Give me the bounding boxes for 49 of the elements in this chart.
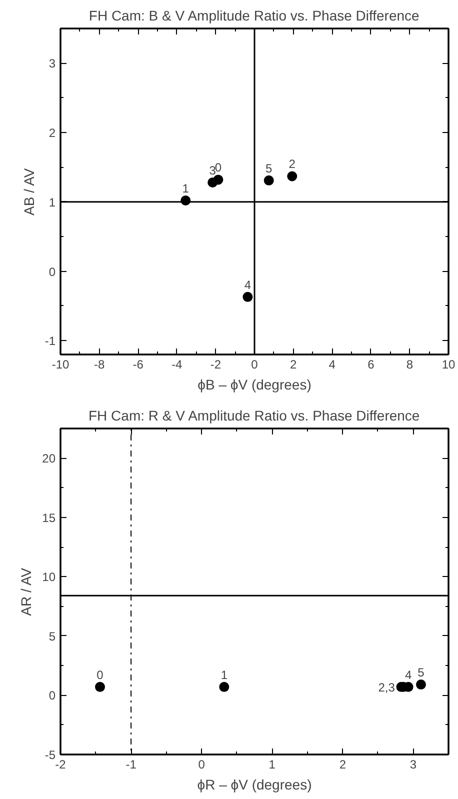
point	[242, 292, 253, 302]
y-tick-label: 3	[48, 56, 56, 71]
annotation: 1	[182, 182, 190, 196]
x-tick-label: -10	[52, 358, 70, 372]
annotation: 5	[266, 161, 273, 176]
x-tick-label: 6	[368, 358, 375, 372]
x-tick-label: -1	[126, 758, 137, 772]
point	[264, 175, 274, 186]
x-axis-title: ϕR – ϕV (degrees)	[197, 776, 312, 792]
annotation: 5	[418, 666, 425, 680]
annotation: 0	[96, 668, 104, 682]
x-tick-label: 3	[410, 758, 417, 772]
y-tick-label: 20	[42, 452, 56, 466]
x-tick-label: 10	[442, 358, 456, 372]
y-tick-label: 5	[48, 629, 56, 644]
y-tick-label: 2	[48, 126, 56, 140]
annotation: 2	[288, 157, 296, 172]
annotation: 4	[244, 278, 252, 292]
x-tick-label: -8	[94, 358, 105, 372]
x-tick-label: 2	[290, 358, 297, 372]
annotation: 2,3	[378, 680, 396, 694]
y-tick-label: -5	[44, 748, 56, 762]
y-tick-label: 10	[42, 570, 56, 584]
annotation: 0	[214, 160, 222, 175]
y-axis-title: AB / AV	[20, 168, 37, 216]
x-axis-title: ϕB – ϕV (degrees)	[198, 376, 312, 392]
y-tick-label: 15	[42, 510, 56, 525]
annotation: 4	[404, 668, 412, 682]
y-tick-label: 1	[48, 195, 56, 210]
y-tick-label: 0	[48, 264, 56, 279]
x-tick-label: -4	[172, 358, 183, 372]
point	[208, 177, 218, 188]
x-tick-label: -2	[55, 758, 66, 772]
x-tick-label: 2	[339, 758, 346, 772]
y-tick-label: 0	[48, 688, 56, 703]
x-tick-label: -6	[132, 358, 144, 372]
x-tick-label: 1	[268, 758, 276, 772]
y-axis-title: AR / AV	[18, 567, 34, 616]
x-tick-label: 4	[328, 358, 336, 372]
annotation: 1	[220, 668, 228, 682]
chart-title: FH Cam: R & V Amplitude Ratio vs. Phase Difference	[88, 408, 420, 424]
annotation: 3	[209, 163, 216, 178]
point	[287, 171, 298, 182]
x-tick-label: 0	[251, 358, 258, 372]
x-tick-label: 8	[406, 358, 414, 372]
x-tick-label: -2	[210, 358, 222, 372]
y-tick-label: -1	[44, 334, 56, 348]
x-tick-label: 0	[198, 758, 206, 772]
chart-title: FH Cam: B & V Amplitude Ratio vs. Phase Difference	[88, 8, 420, 24]
